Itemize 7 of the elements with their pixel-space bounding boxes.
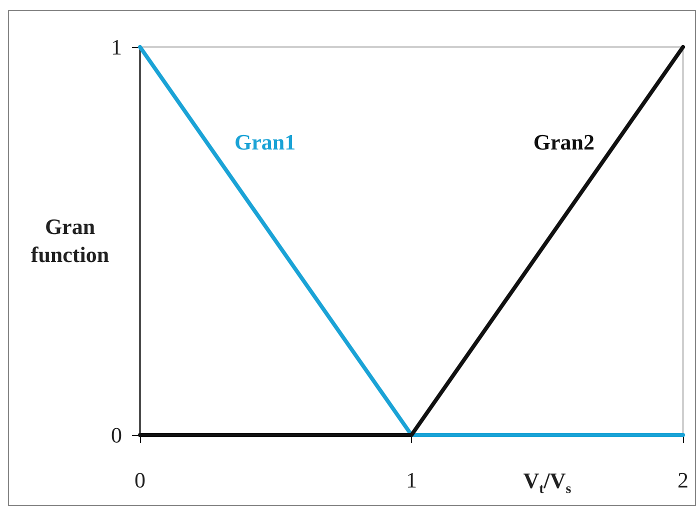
x-tick-label: 1 bbox=[406, 468, 417, 492]
x-axis-title: V$_{t}$/V$_{s}$ bbox=[523, 468, 572, 498]
y-axis-title: Gran function bbox=[30, 213, 110, 269]
x-tick-label: 2 bbox=[678, 468, 688, 492]
x-tick-label: 0 bbox=[134, 468, 146, 492]
series-label: Gran2 bbox=[533, 130, 594, 155]
series-label: Gran1 bbox=[234, 130, 296, 155]
